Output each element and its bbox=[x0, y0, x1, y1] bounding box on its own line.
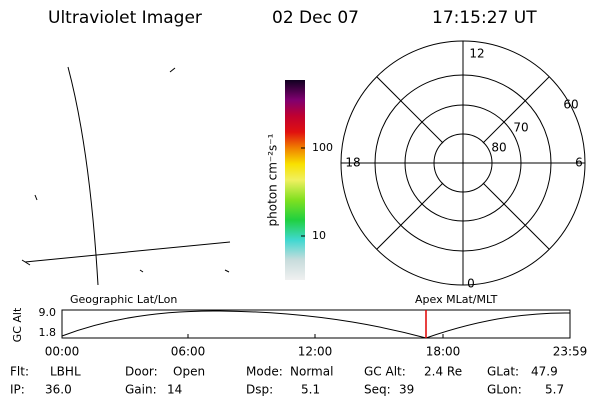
y-label: GC Alt bbox=[11, 307, 24, 342]
date: 02 Dec 07 bbox=[272, 8, 359, 28]
info-label: Seq: bbox=[364, 383, 391, 397]
altitude-curve bbox=[61, 310, 571, 339]
mlt-label: 18 bbox=[345, 156, 360, 170]
info-label: Gain: bbox=[125, 383, 157, 397]
mlt-label: 6 bbox=[575, 156, 583, 170]
colorbar-label: photon cm⁻²s⁻¹ bbox=[266, 133, 280, 226]
info-label: GLat: bbox=[487, 365, 519, 379]
x-tick-label: 00:00 bbox=[45, 345, 80, 359]
time: 17:15:27 UT bbox=[432, 8, 537, 28]
info-label: Dsp: bbox=[246, 383, 273, 397]
lat-label: 60 bbox=[563, 98, 578, 112]
colorbar bbox=[285, 80, 305, 280]
info-value: LBHL bbox=[50, 365, 81, 379]
colorbar-tick-label: 10 bbox=[312, 229, 326, 242]
info-label: Flt: bbox=[10, 365, 29, 379]
info-label: Mode: bbox=[246, 365, 283, 379]
info-label: IP: bbox=[10, 383, 25, 397]
x-tick-label: 23:59 bbox=[553, 345, 588, 359]
lat-label: 70 bbox=[513, 121, 528, 135]
info-label: GLon: bbox=[487, 383, 522, 397]
right-label: Apex MLat/MLT bbox=[415, 293, 498, 306]
map-lines bbox=[21, 66, 231, 286]
y-tick-label: 1.8 bbox=[39, 326, 57, 339]
colorbar-ticks bbox=[301, 147, 305, 237]
info-value: 36.0 bbox=[45, 383, 72, 397]
title: Ultraviolet Imager bbox=[48, 8, 202, 28]
x-tick-label: 18:00 bbox=[426, 345, 461, 359]
polar-grid bbox=[340, 40, 586, 286]
x-tick-label: 12:00 bbox=[298, 345, 333, 359]
mlt-label: 12 bbox=[469, 47, 484, 61]
info-panel: Flt: LBHL Door: Open Mode: Normal GC Alt: 2.4 R… bbox=[10, 365, 564, 397]
info-value: 2.4 Re bbox=[424, 365, 462, 379]
left-label: Geographic Lat/Lon bbox=[70, 293, 177, 306]
info-value: 47.9 bbox=[531, 365, 558, 379]
info-value: Normal bbox=[290, 365, 333, 379]
plot-frame bbox=[61, 309, 571, 339]
colorbar-tick-label: 100 bbox=[312, 141, 333, 154]
info-value: Open bbox=[173, 365, 205, 379]
mlt-label: 0 bbox=[467, 277, 475, 291]
info-value: 14 bbox=[167, 383, 182, 397]
info-label: Door: bbox=[125, 365, 158, 379]
info-value: 5.7 bbox=[545, 383, 564, 397]
x-tick-label: 06:00 bbox=[171, 345, 206, 359]
info-value: 39 bbox=[399, 383, 414, 397]
info-label: GC Alt: bbox=[364, 365, 406, 379]
lat-label: 80 bbox=[491, 141, 506, 155]
x-ticks bbox=[187, 334, 444, 338]
y-tick-label: 9.0 bbox=[39, 306, 57, 319]
info-value: 5.1 bbox=[301, 383, 320, 397]
